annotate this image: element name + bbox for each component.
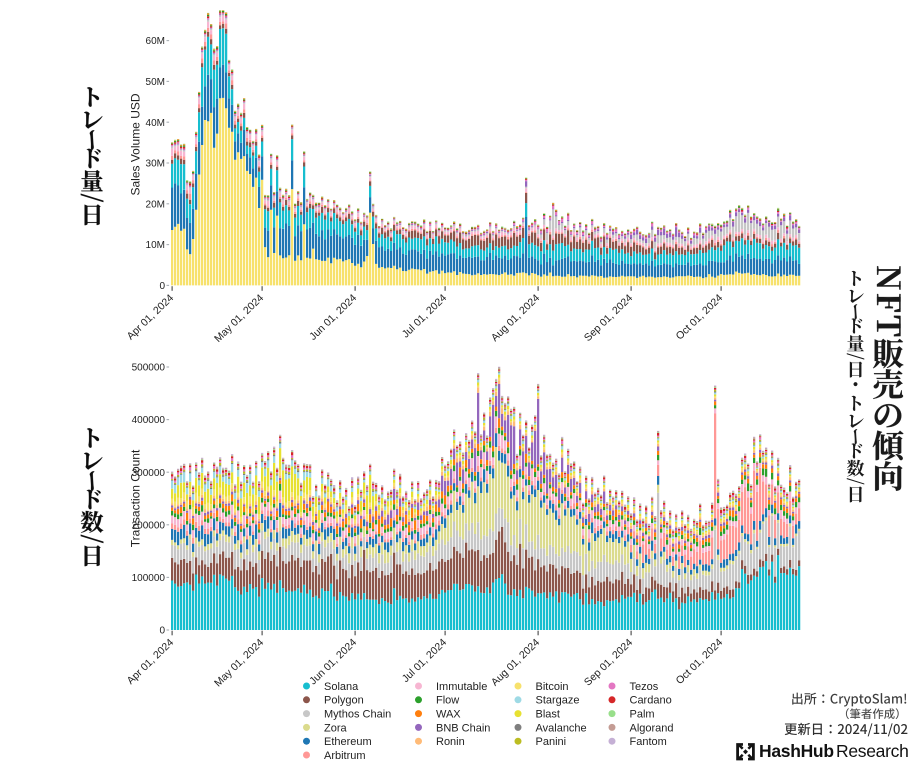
svg-text:Fantom: Fantom	[630, 736, 667, 748]
svg-text:Cardano: Cardano	[630, 695, 672, 707]
svg-text:0: 0	[159, 281, 165, 292]
svg-text:Solana: Solana	[324, 681, 359, 693]
svg-text:BNB Chain: BNB Chain	[436, 722, 490, 734]
svg-text:Ronin: Ronin	[436, 736, 465, 748]
svg-text:Blast: Blast	[536, 709, 560, 721]
svg-text:Transaction Count: Transaction Count	[129, 449, 143, 547]
svg-text:HashHub: HashHub	[759, 741, 834, 761]
svg-text:Polygon: Polygon	[324, 695, 364, 707]
svg-text:500000: 500000	[132, 363, 166, 374]
svg-text:Bitcoin: Bitcoin	[536, 681, 569, 693]
svg-text:Avalanche: Avalanche	[536, 722, 587, 734]
svg-text:20M: 20M	[146, 199, 165, 210]
svg-text:WAX: WAX	[436, 709, 461, 721]
svg-text:Zora: Zora	[324, 722, 348, 734]
svg-text:300000: 300000	[132, 468, 166, 479]
svg-text:10M: 10M	[146, 240, 165, 251]
svg-text:Arbitrum: Arbitrum	[324, 750, 366, 762]
svg-text:200000: 200000	[132, 520, 166, 531]
svg-text:Stargaze: Stargaze	[536, 695, 580, 707]
svg-text:Ethereum: Ethereum	[324, 736, 372, 748]
svg-text:100000: 100000	[132, 573, 166, 584]
svg-text:0: 0	[159, 626, 165, 637]
svg-text:Research: Research	[836, 741, 909, 761]
svg-text:Tezos: Tezos	[630, 681, 659, 693]
svg-text:30M: 30M	[146, 159, 165, 170]
svg-text:60M: 60M	[146, 36, 165, 47]
svg-text:400000: 400000	[132, 415, 166, 426]
svg-text:50M: 50M	[146, 77, 165, 88]
svg-text:Sales Volume USD: Sales Volume USD	[129, 93, 143, 195]
svg-text:Flow: Flow	[436, 695, 459, 707]
svg-text:40M: 40M	[146, 118, 165, 129]
svg-text:Panini: Panini	[536, 736, 567, 748]
svg-text:Algorand: Algorand	[630, 722, 674, 734]
svg-text:Immutable: Immutable	[436, 681, 487, 693]
svg-text:Palm: Palm	[630, 709, 655, 721]
svg-text:Mythos Chain: Mythos Chain	[324, 709, 391, 721]
